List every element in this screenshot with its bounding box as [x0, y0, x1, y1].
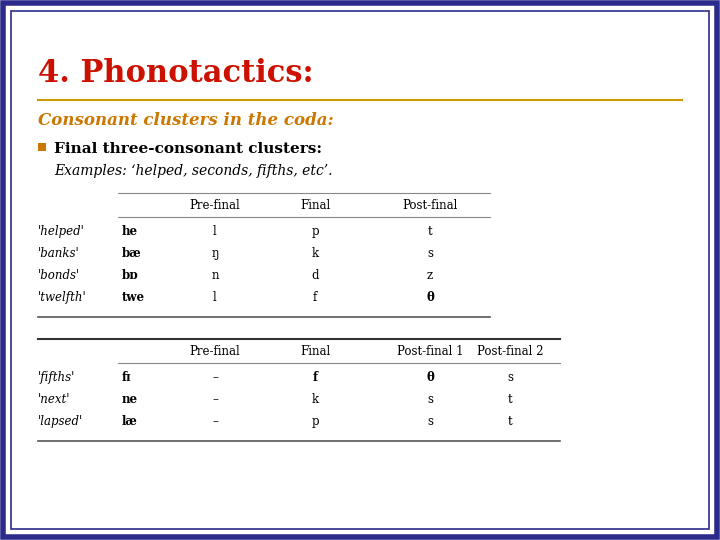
- Text: θ: θ: [426, 291, 434, 304]
- Text: Final: Final: [300, 199, 330, 212]
- Text: 'helped': 'helped': [38, 225, 85, 238]
- Text: p: p: [311, 415, 319, 428]
- Text: l: l: [213, 225, 217, 238]
- Text: Post-final 1: Post-final 1: [397, 345, 463, 358]
- Text: Post-final: Post-final: [402, 199, 458, 212]
- Text: ne: ne: [122, 393, 138, 406]
- Text: 'bonds': 'bonds': [38, 269, 80, 282]
- Text: Final: Final: [300, 345, 330, 358]
- Text: 'banks': 'banks': [38, 247, 80, 260]
- Text: n: n: [211, 269, 219, 282]
- Text: 'next': 'next': [38, 393, 71, 406]
- Text: twe: twe: [122, 291, 145, 304]
- Text: t: t: [508, 393, 513, 406]
- Text: 'fifths': 'fifths': [38, 371, 76, 384]
- Text: 'twelfth': 'twelfth': [38, 291, 86, 304]
- Text: Consonant clusters in the coda:: Consonant clusters in the coda:: [38, 112, 333, 129]
- Text: s: s: [507, 371, 513, 384]
- Text: Pre-final: Pre-final: [189, 199, 240, 212]
- Text: p: p: [311, 225, 319, 238]
- Text: s: s: [427, 393, 433, 406]
- Text: s: s: [427, 247, 433, 260]
- Text: t: t: [428, 225, 432, 238]
- Text: Post-final 2: Post-final 2: [477, 345, 544, 358]
- Text: k: k: [312, 393, 318, 406]
- Text: bæ: bæ: [122, 247, 142, 260]
- Text: bɒ: bɒ: [122, 269, 138, 282]
- Text: 'lapsed': 'lapsed': [38, 415, 84, 428]
- Text: fɪ: fɪ: [122, 371, 132, 384]
- Text: Examples: ‘helped, seconds, fifths, etc’.: Examples: ‘helped, seconds, fifths, etc’…: [54, 164, 333, 178]
- Text: læ: læ: [122, 415, 138, 428]
- Text: z: z: [427, 269, 433, 282]
- Text: Pre-final: Pre-final: [189, 345, 240, 358]
- Text: k: k: [312, 247, 318, 260]
- Text: –: –: [212, 415, 218, 428]
- Text: s: s: [427, 415, 433, 428]
- Text: –: –: [212, 393, 218, 406]
- Text: –: –: [212, 371, 218, 384]
- Bar: [38, 143, 46, 151]
- Text: 4. Phonotactics:: 4. Phonotactics:: [38, 58, 314, 89]
- Text: l: l: [213, 291, 217, 304]
- Text: t: t: [508, 415, 513, 428]
- Text: Final three-consonant clusters:: Final three-consonant clusters:: [54, 142, 322, 156]
- Text: ŋ: ŋ: [211, 247, 219, 260]
- Text: d: d: [311, 269, 319, 282]
- Text: θ: θ: [426, 371, 434, 384]
- Text: he: he: [122, 225, 138, 238]
- Text: f: f: [313, 291, 317, 304]
- Text: f: f: [312, 371, 318, 384]
